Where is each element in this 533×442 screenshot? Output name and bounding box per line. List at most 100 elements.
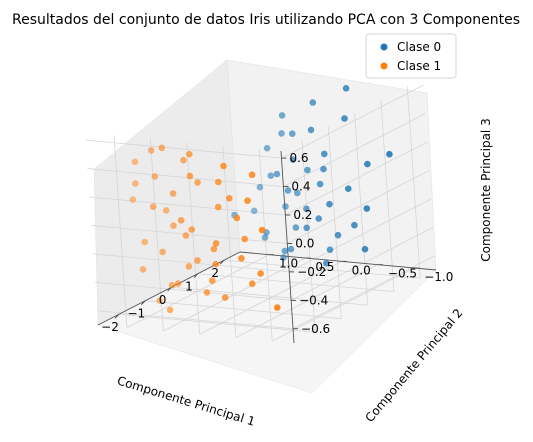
grid-line-z [97, 310, 294, 330]
data-points [129, 85, 393, 314]
grid-line-y [258, 148, 273, 342]
legend-label-clase-0: Clase 0 [397, 40, 441, 54]
data-point-clase-1 [244, 197, 251, 204]
grid-line-x [380, 99, 395, 292]
data-point-clase-0 [294, 189, 301, 197]
data-point-clase-1 [180, 156, 187, 164]
data-point-clase-0 [334, 231, 342, 239]
data-point-clase-1 [212, 240, 220, 247]
data-point-clase-1 [249, 280, 256, 288]
data-point-clase-0 [280, 254, 287, 261]
data-point-clase-1 [139, 266, 147, 273]
grid-line-z [85, 139, 282, 159]
data-point-clase-0 [345, 185, 352, 192]
data-point-clase-1 [274, 304, 281, 311]
data-point-clase-1 [210, 245, 218, 253]
grid-line-z [289, 198, 432, 273]
data-point-clase-1 [233, 214, 241, 222]
data-point-clase-0 [326, 246, 334, 253]
x-axis-label: Componente Principal 1 [116, 374, 257, 429]
grid-line-y [222, 145, 237, 338]
data-point-clase-0 [321, 150, 328, 158]
data-point-clase-0 [351, 221, 358, 229]
data-point-clase-1 [129, 196, 137, 203]
data-point-clase-1 [166, 306, 174, 314]
data-point-clase-1 [158, 144, 166, 152]
grid-line-x [171, 286, 368, 306]
data-point-clase-1 [212, 260, 219, 268]
data-point-clase-0 [292, 224, 300, 231]
data-point-clase-0 [361, 245, 369, 253]
data-point-clase-0 [278, 112, 286, 119]
data-point-clase-1 [248, 171, 256, 179]
data-point-clase-1 [131, 158, 139, 166]
y-tick-label: 1.0 [279, 257, 298, 271]
z-tick-label: −0.6 [301, 322, 330, 336]
data-point-clase-1 [186, 150, 193, 158]
data-point-clase-1 [258, 226, 266, 234]
data-point-clase-0 [267, 172, 275, 179]
grid-line-z [87, 168, 284, 187]
data-point-clase-0 [281, 247, 289, 255]
data-point-clase-0 [323, 260, 330, 267]
x-tick-label: 1 [185, 280, 193, 294]
data-point-clase-1 [151, 173, 159, 180]
data-point-clase-1 [168, 282, 176, 289]
y-tick-label: 0.5 [315, 260, 334, 274]
grid-line-x [119, 313, 316, 333]
data-point-clase-1 [203, 289, 211, 296]
data-point-clase-0 [320, 165, 327, 173]
data-point-clase-0 [282, 203, 289, 210]
z-tick-label: 0.2 [293, 208, 312, 222]
data-point-clase-0 [386, 150, 393, 158]
z-tick-label: −0.2 [297, 265, 326, 279]
data-point-clase-1 [170, 222, 177, 229]
data-point-clase-1 [214, 203, 222, 211]
data-point-clase-1 [241, 235, 248, 243]
data-point-clase-1 [149, 203, 157, 210]
data-point-clase-1 [238, 254, 245, 262]
data-point-clase-1 [220, 162, 227, 170]
data-point-clase-1 [194, 257, 201, 264]
y-axis-line [239, 251, 437, 271]
data-point-clase-0 [303, 205, 310, 213]
z-tick-label: 0.4 [291, 180, 310, 194]
data-point-clase-1 [182, 232, 190, 239]
data-point-clase-1 [147, 147, 155, 154]
x-tick-label: −2 [101, 320, 119, 334]
data-point-clase-0 [307, 126, 315, 134]
grid-line-z [283, 113, 426, 187]
data-point-clase-0 [250, 207, 258, 215]
data-point-clase-1 [174, 280, 182, 287]
data-point-clase-0 [287, 245, 295, 253]
grid-line-z [91, 225, 288, 244]
x-tick-label: 2 [211, 266, 219, 280]
data-point-clase-0 [341, 115, 348, 122]
data-point-clase-0 [289, 130, 296, 137]
grid-line-z [287, 170, 430, 244]
data-point-clase-1 [215, 178, 222, 186]
data-point-clase-1 [159, 248, 166, 256]
y-tick-label: −1.0 [424, 270, 453, 284]
data-point-clase-0 [278, 130, 285, 137]
pane-back [226, 59, 437, 271]
z-tick-label: −0.4 [299, 293, 328, 307]
data-point-clase-0 [326, 200, 333, 208]
grid-line-z [285, 141, 428, 216]
data-point-clase-1 [226, 195, 233, 202]
data-point-clase-0 [309, 99, 317, 106]
data-point-clase-1 [194, 179, 201, 186]
data-point-clase-0 [289, 156, 297, 163]
grid-line-z [290, 226, 434, 301]
data-point-clase-1 [185, 263, 193, 270]
z-tick-label: 0.6 [289, 151, 308, 165]
data-point-clase-1 [132, 180, 139, 187]
grid-line-x [224, 259, 421, 279]
data-point-clase-1 [209, 277, 216, 285]
legend-marker-clase-1 [380, 62, 388, 70]
data-point-clase-0 [363, 205, 371, 212]
data-point-clase-1 [141, 238, 149, 246]
grid-line-x [145, 300, 342, 320]
